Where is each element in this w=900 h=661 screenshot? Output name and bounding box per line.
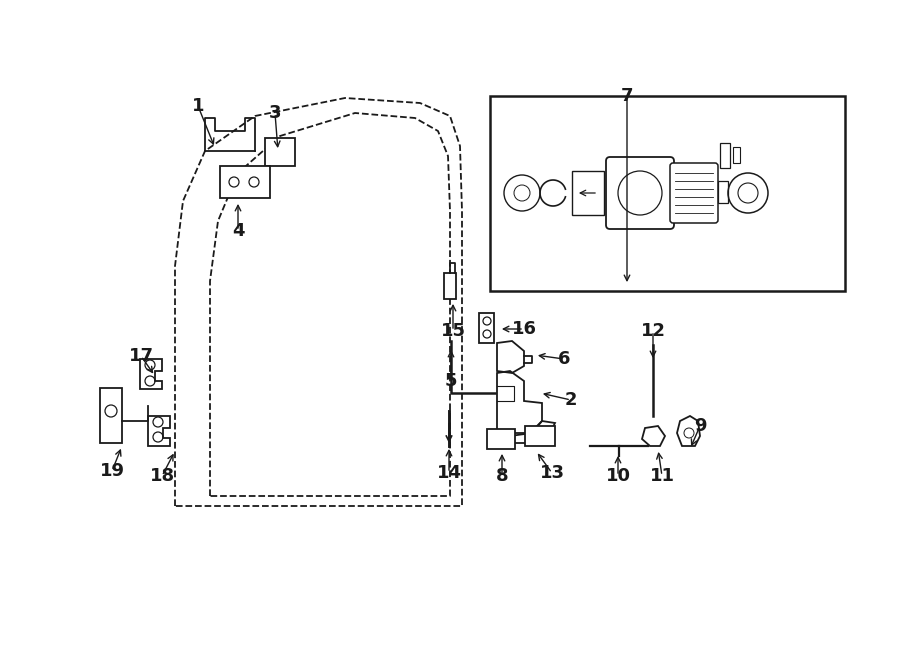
Text: 19: 19	[100, 462, 124, 480]
Bar	[487, 429, 515, 449]
Bar	[490, 96, 845, 291]
Text: 5: 5	[445, 372, 457, 390]
Text: 13: 13	[539, 464, 564, 482]
FancyBboxPatch shape	[606, 157, 674, 229]
Bar	[733, 147, 740, 163]
Bar	[265, 138, 295, 166]
Text: 2: 2	[565, 391, 577, 409]
Text: 17: 17	[129, 347, 154, 365]
Bar	[525, 426, 555, 446]
Text: 14: 14	[436, 464, 462, 482]
Text: 9: 9	[694, 417, 706, 435]
Text: 16: 16	[511, 320, 536, 338]
Text: 12: 12	[641, 322, 665, 340]
Text: 18: 18	[149, 467, 175, 485]
Text: 7: 7	[621, 87, 634, 105]
Bar	[100, 388, 122, 443]
Bar	[444, 273, 456, 299]
Text: 15: 15	[440, 322, 465, 340]
FancyBboxPatch shape	[670, 163, 718, 223]
Bar	[720, 143, 730, 168]
Bar	[572, 171, 604, 215]
Text: 10: 10	[606, 467, 631, 485]
Bar	[718, 181, 728, 203]
Text: 3: 3	[269, 104, 281, 122]
Bar	[220, 166, 270, 198]
Text: 8: 8	[496, 467, 508, 485]
Bar	[479, 313, 494, 343]
Text: 6: 6	[558, 350, 571, 368]
Text: 11: 11	[650, 467, 674, 485]
Text: 4: 4	[232, 222, 244, 240]
Text: 1: 1	[192, 97, 204, 115]
